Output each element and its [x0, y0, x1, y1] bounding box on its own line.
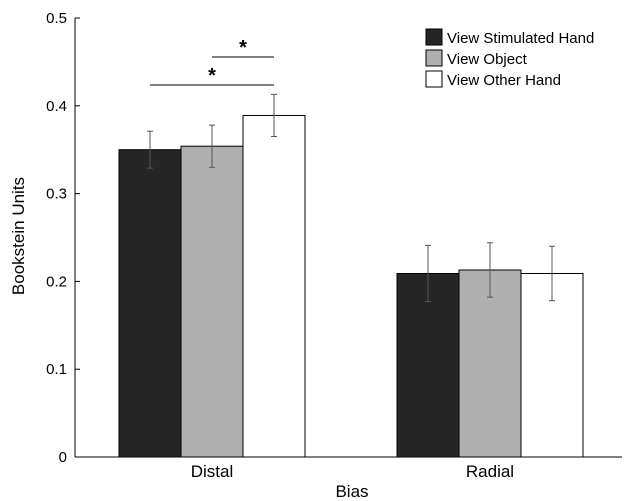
legend: View Stimulated Hand View Object View Othe… — [425, 28, 594, 89]
y-axis-title: Bookstein Units — [9, 177, 28, 295]
x-tick-label: Distal — [191, 462, 234, 481]
legend-label: View Stimulated Hand — [447, 30, 594, 47]
x-axis-title: Bias — [335, 482, 368, 501]
significance-annotations: ** — [150, 37, 274, 87]
significance-star: * — [239, 37, 247, 59]
legend-label: View Object — [447, 51, 528, 68]
y-tick-label: 0 — [59, 449, 67, 466]
y-tick-label: 0.2 — [46, 273, 67, 290]
y-tick-label: 0.3 — [46, 186, 67, 203]
bar — [180, 145, 244, 458]
significance-star: * — [208, 65, 216, 87]
bar — [458, 269, 522, 458]
y-tick-label: 0.4 — [46, 98, 67, 115]
y-tick-label: 0.5 — [46, 10, 67, 27]
bar — [118, 149, 182, 458]
legend-label: View Other Hand — [447, 72, 561, 89]
legend-swatch — [425, 28, 443, 46]
bars — [118, 93, 584, 458]
axes: 0 0.1 0.2 0.3 0.4 0.5 Distal Radial — [46, 10, 622, 481]
legend-swatch — [425, 49, 443, 67]
bar — [242, 114, 306, 458]
x-tick-label: Radial — [466, 462, 514, 481]
y-tick-label: 0.1 — [46, 361, 67, 378]
bar — [520, 272, 584, 458]
bar — [396, 272, 460, 458]
legend-swatch — [425, 70, 443, 88]
